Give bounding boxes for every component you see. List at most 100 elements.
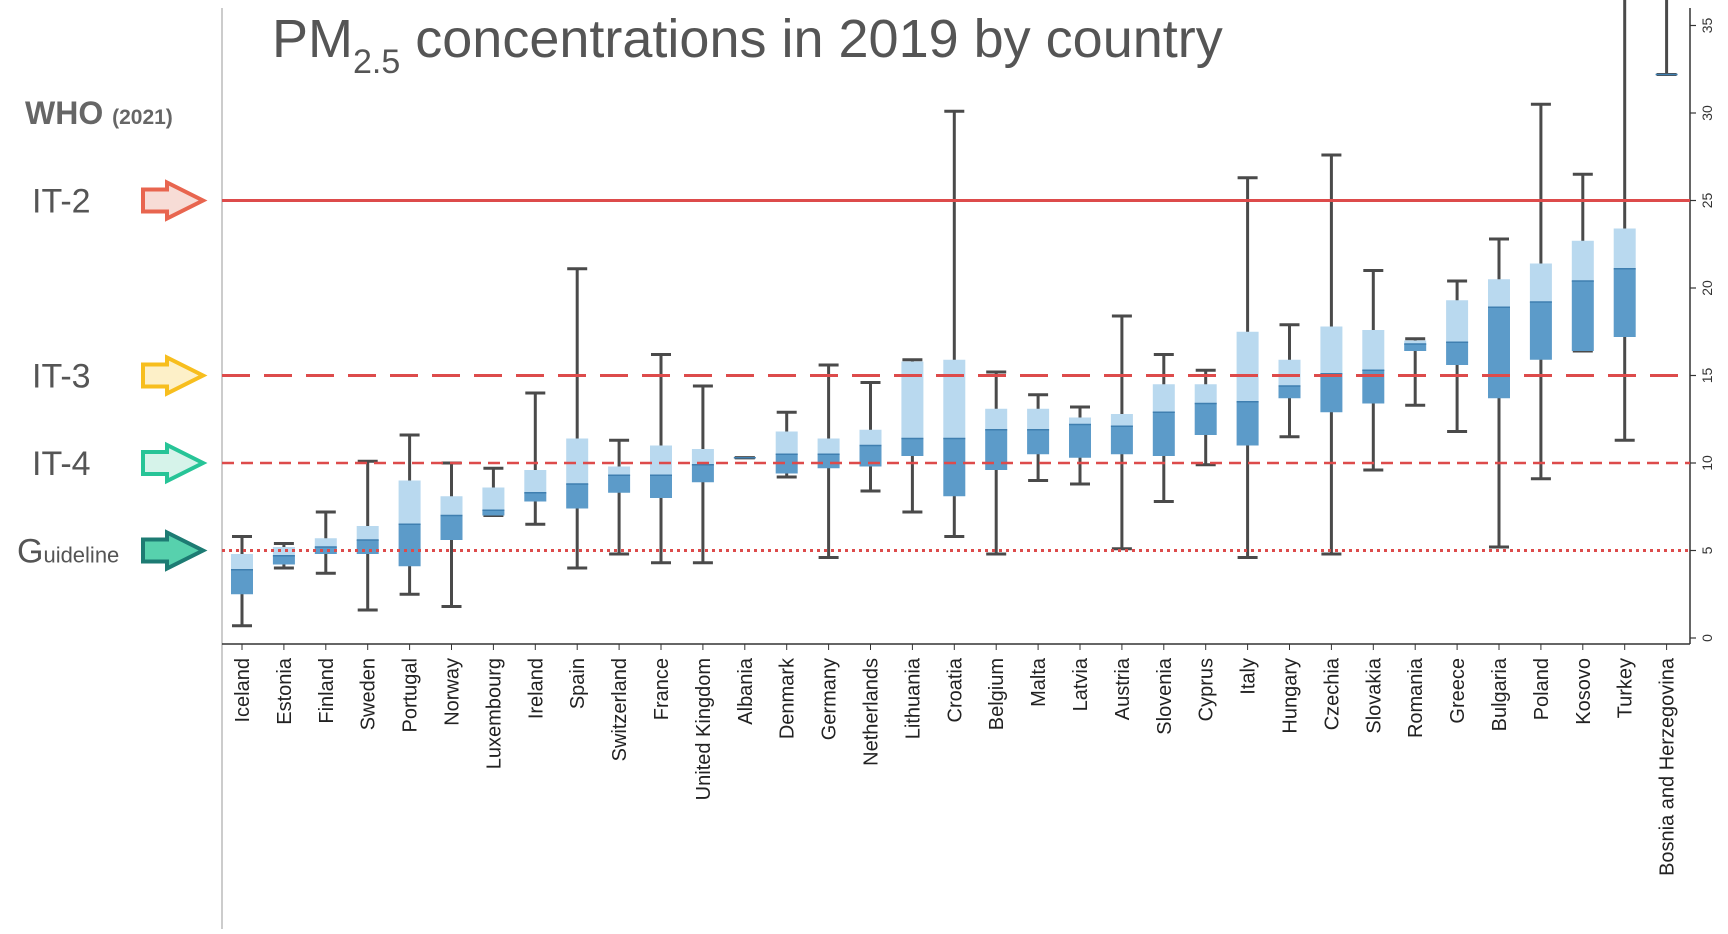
box-lower	[1404, 344, 1427, 351]
box-estonia	[272, 542, 295, 570]
box-upper	[1278, 359, 1301, 386]
box-upper	[775, 431, 798, 455]
box-malta	[1027, 393, 1050, 482]
box-upper	[1488, 279, 1510, 308]
box-cyprus	[1194, 368, 1217, 467]
x-tick-label: Finland	[316, 658, 338, 724]
box-lower	[1613, 268, 1636, 337]
box-upper	[859, 429, 882, 446]
x-tick-label: Portugal	[400, 658, 422, 733]
box-turkey	[1613, 0, 1636, 442]
box-czechia	[1320, 153, 1343, 556]
box-lower	[901, 438, 924, 456]
x-tick-label: United Kingdom	[693, 658, 715, 800]
box-upper	[1320, 326, 1343, 374]
box-bulgaria	[1488, 237, 1510, 549]
box-norway	[440, 461, 463, 608]
box-austria	[1110, 314, 1133, 551]
x-tick-label: Lithuania	[902, 657, 924, 739]
box-upper	[1362, 330, 1385, 371]
x-tick-label: Switzerland	[609, 658, 631, 761]
level-label-it3: IT-3	[32, 358, 91, 396]
box-slovakia	[1362, 269, 1385, 472]
box-upper	[1446, 300, 1469, 343]
x-tick-label: Sweden	[358, 658, 380, 730]
box-upper	[524, 470, 547, 493]
box-lower	[985, 429, 1008, 470]
box-lower	[524, 492, 547, 502]
box-spain	[566, 267, 589, 570]
box-upper	[231, 554, 253, 570]
box-upper	[440, 496, 463, 516]
box-lower	[650, 475, 672, 498]
box-poland	[1529, 102, 1552, 481]
x-tick-label: Poland	[1531, 658, 1553, 720]
box-luxembourg	[482, 466, 505, 517]
x-tick-label: Slovenia	[1154, 657, 1176, 735]
box-upper	[1194, 384, 1217, 404]
y-tick-label: 10	[1699, 455, 1715, 471]
box-lower	[566, 484, 589, 509]
level-arrow-it2	[141, 179, 208, 222]
box-portugal	[398, 433, 421, 596]
box-lower	[1152, 412, 1175, 456]
box-upper	[1069, 417, 1091, 425]
box-upper	[398, 480, 421, 525]
who-label: WHO (2021)	[25, 95, 173, 131]
box-lower	[608, 475, 631, 493]
y-tick-label: 30	[1699, 105, 1715, 121]
box-lower	[440, 515, 463, 540]
box-sweden	[356, 459, 379, 612]
y-tick-label: 20	[1699, 280, 1715, 296]
box-kosovo	[1571, 172, 1594, 353]
box-upper	[943, 359, 966, 439]
x-tick-label: Hungary	[1280, 658, 1302, 734]
box-lower	[1320, 373, 1343, 413]
box-lower	[398, 524, 421, 567]
box-lower	[482, 510, 505, 516]
box-denmark	[775, 410, 798, 479]
box-lower	[314, 547, 337, 554]
box-lower	[1194, 403, 1217, 435]
box-bosnia-and-herzegovina	[1655, 0, 1678, 76]
guideline-label-rest: uideline	[43, 543, 119, 568]
box-lower	[272, 555, 295, 565]
box-upper	[608, 466, 631, 476]
x-tick-label: Romania	[1405, 657, 1427, 738]
box-upper	[566, 438, 589, 484]
box-switzerland	[608, 438, 631, 556]
x-tick-label: Luxembourg	[483, 658, 505, 769]
y-tick-label: 25	[1699, 193, 1715, 209]
box-upper	[1571, 240, 1594, 281]
x-tick-label: Slovakia	[1363, 657, 1385, 733]
x-tick-label: Iceland	[232, 658, 254, 723]
box-lower	[1571, 281, 1594, 351]
x-tick-label: Germany	[819, 658, 841, 740]
box-france	[650, 353, 672, 565]
box-germany	[817, 363, 840, 559]
y-tick-label: 35	[1699, 18, 1715, 34]
box-lower	[691, 464, 714, 483]
box-upper	[1529, 263, 1552, 302]
x-tick-label: Croatia	[944, 657, 966, 722]
x-tick-label: Bosnia and Herzegovina	[1657, 657, 1679, 876]
box-lower	[1027, 429, 1050, 455]
x-tick-label: Belgium	[986, 658, 1008, 730]
who-label-text: WHO	[25, 95, 103, 131]
x-tick-label: Malta	[1028, 657, 1050, 707]
box-lower	[817, 454, 840, 469]
x-tick-label: Czechia	[1321, 657, 1343, 730]
level-arrow-guideline	[141, 529, 208, 572]
y-tick-label: 5	[1699, 546, 1715, 554]
x-tick-label: Denmark	[777, 657, 799, 739]
x-tick-label: Bulgaria	[1489, 657, 1511, 731]
box-netherlands	[859, 381, 882, 493]
chart-title-pm: PM	[272, 9, 353, 69]
box-upper	[482, 487, 505, 511]
box-lower	[356, 540, 379, 554]
box-united-kingdom	[691, 384, 714, 565]
box-greece	[1446, 279, 1469, 433]
box-lower	[1069, 424, 1091, 458]
box-iceland	[231, 535, 253, 628]
box-upper	[1404, 340, 1427, 344]
